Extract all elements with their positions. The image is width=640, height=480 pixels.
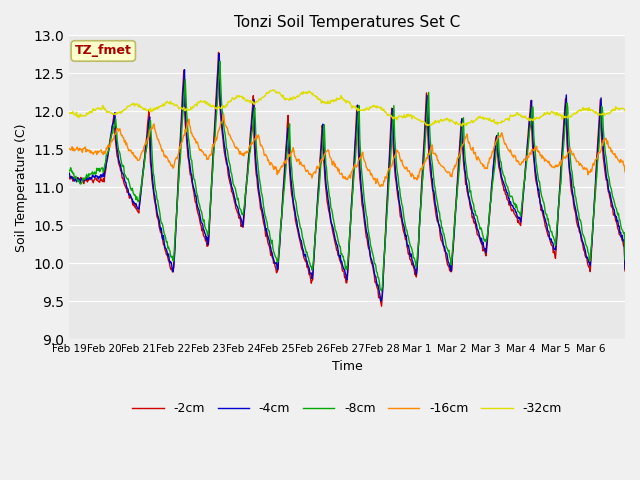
- Title: Tonzi Soil Temperatures Set C: Tonzi Soil Temperatures Set C: [234, 15, 460, 30]
- -16cm: [376, 183, 384, 189]
- -32cm: [233, 93, 241, 99]
- -8cm: [131, 192, 138, 198]
- -32cm: [436, 118, 444, 123]
- -2cm: [261, 225, 269, 231]
- Line: -32cm: -32cm: [69, 90, 625, 126]
- -32cm: [65, 110, 73, 116]
- Y-axis label: Soil Temperature (C): Soil Temperature (C): [15, 123, 28, 252]
- -2cm: [282, 145, 290, 151]
- -4cm: [282, 154, 290, 159]
- -16cm: [220, 111, 227, 117]
- -4cm: [131, 201, 138, 206]
- -16cm: [282, 160, 290, 166]
- -2cm: [378, 303, 385, 309]
- -2cm: [214, 49, 222, 55]
- -4cm: [377, 298, 385, 304]
- -32cm: [282, 96, 290, 101]
- -16cm: [437, 163, 445, 168]
- -16cm: [131, 154, 138, 160]
- -8cm: [234, 197, 241, 203]
- -16cm: [234, 146, 241, 152]
- -32cm: [405, 113, 413, 119]
- -2cm: [406, 256, 413, 262]
- Line: -8cm: -8cm: [69, 61, 625, 291]
- -16cm: [261, 152, 269, 158]
- -16cm: [65, 146, 73, 152]
- -32cm: [458, 123, 466, 129]
- -16cm: [406, 169, 413, 175]
- -2cm: [437, 237, 445, 243]
- Line: -4cm: -4cm: [69, 54, 625, 301]
- -4cm: [437, 231, 445, 237]
- -8cm: [282, 166, 290, 171]
- -8cm: [65, 168, 73, 174]
- -32cm: [270, 87, 278, 93]
- X-axis label: Time: Time: [332, 360, 362, 373]
- -32cm: [260, 94, 268, 100]
- -4cm: [65, 170, 73, 176]
- -2cm: [131, 204, 138, 210]
- -8cm: [261, 213, 269, 218]
- -2cm: [234, 209, 241, 215]
- -16cm: [621, 169, 629, 175]
- -8cm: [437, 217, 445, 223]
- Text: TZ_fmet: TZ_fmet: [75, 45, 132, 58]
- -8cm: [406, 241, 413, 247]
- -4cm: [406, 250, 413, 256]
- -4cm: [261, 221, 269, 227]
- Legend: -2cm, -4cm, -8cm, -16cm, -32cm: -2cm, -4cm, -8cm, -16cm, -32cm: [127, 397, 567, 420]
- -2cm: [65, 174, 73, 180]
- -8cm: [378, 288, 385, 294]
- -4cm: [234, 204, 241, 210]
- -8cm: [216, 59, 224, 64]
- -32cm: [131, 103, 138, 109]
- -4cm: [621, 266, 629, 272]
- -8cm: [621, 257, 629, 263]
- -4cm: [216, 51, 223, 57]
- Line: -16cm: -16cm: [69, 114, 625, 186]
- Line: -2cm: -2cm: [69, 52, 625, 306]
- -2cm: [621, 268, 629, 274]
- -32cm: [621, 108, 629, 114]
